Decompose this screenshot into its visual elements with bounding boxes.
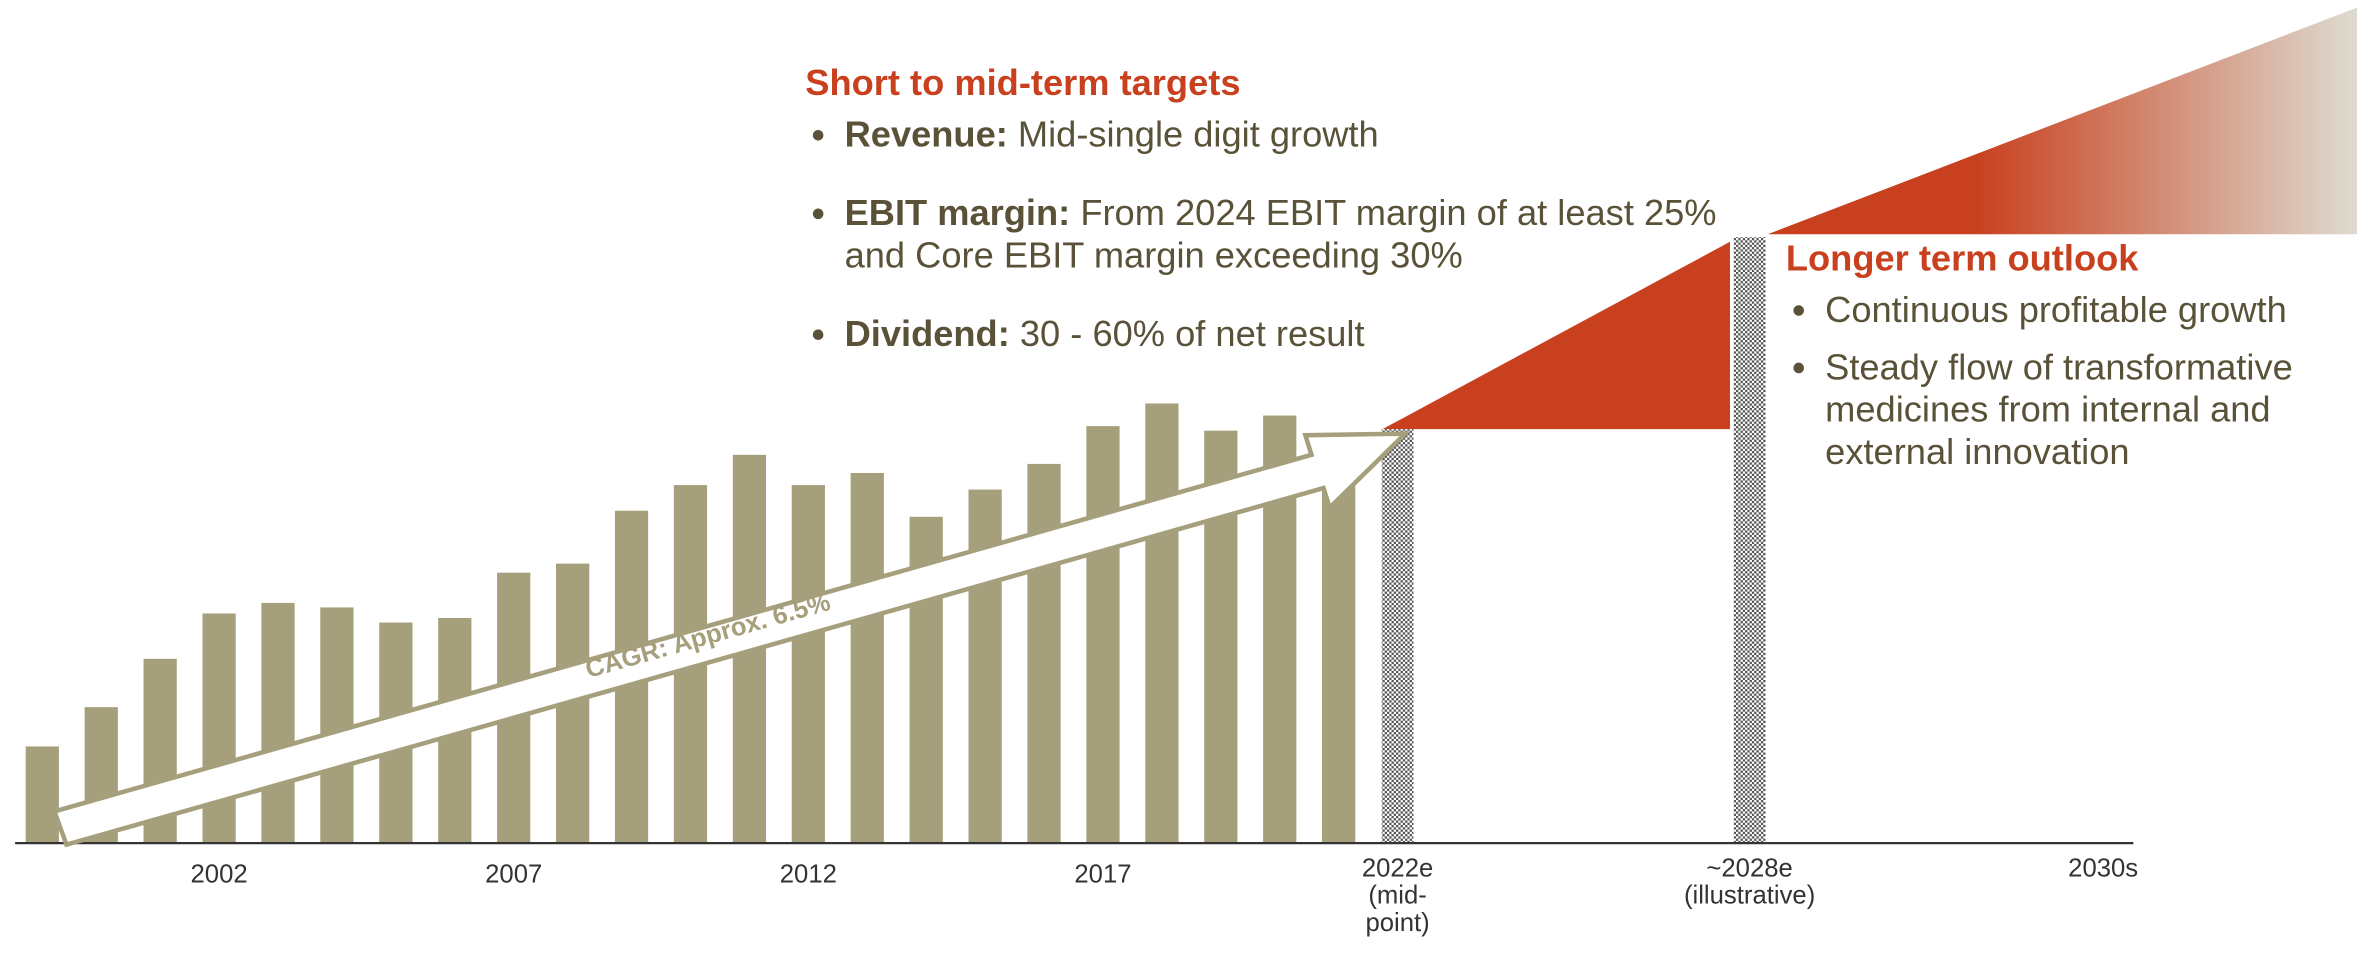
bullet-text: From 2024 EBIT margin of at least 25% an… [844, 193, 1717, 277]
bullet-item: Steady flow of transformative medicines … [1825, 348, 2357, 475]
x-tick-label-box: 2030s [2068, 855, 2139, 883]
x-tick-label: 2017 [1074, 860, 1131, 888]
short-term-panel: Short to mid-term targets Revenue: Mid-si… [805, 64, 1742, 412]
bullet-item: Continuous profitable growth [1825, 290, 2357, 332]
x-tick-label: ~2028e (illustrative) [1683, 855, 1816, 910]
x-tick-label: 2022e (mid-point) [1361, 855, 1434, 937]
bar [320, 607, 354, 844]
x-tick-label: 2030s [2068, 855, 2139, 883]
bar [25, 746, 59, 844]
panel-title: Longer term outlook [1785, 238, 2139, 280]
bullet-list: Revenue: Mid-single digit growth EBIT mar… [805, 115, 1742, 357]
bullet-item: EBIT margin: From 2024 EBIT margin of at… [845, 193, 1742, 278]
bullet-list: Continuous profitable growth Steady flow … [1786, 290, 2357, 474]
hatched-bar [1381, 429, 1414, 844]
bar [1086, 426, 1120, 844]
bar [850, 472, 884, 844]
hatched-bar [1733, 237, 1766, 844]
x-tick-label: 2012 [780, 860, 837, 888]
bar [1027, 463, 1061, 844]
bullet-text: 30 - 60% of net result [1019, 314, 1365, 356]
bullet-item: Revenue: Mid-single digit growth [845, 115, 1742, 157]
long-term-panel: Longer term outlook Continuous profitable… [1786, 239, 2357, 541]
x-tick-label-box: 2022e (mid-point) [1361, 855, 1434, 937]
bullet-label: EBIT margin: [844, 193, 1071, 235]
cagr-arrow [51, 431, 1411, 848]
panel-title: Short to mid-term targets [805, 63, 1241, 105]
bullet-text: Mid-single digit growth [1017, 114, 1379, 156]
bullet-label: Dividend: [844, 314, 1010, 356]
x-tick-label: 2002 [191, 860, 248, 888]
outlook-wedge [1767, 7, 2357, 235]
bar [1322, 450, 1356, 844]
bar [261, 602, 295, 844]
bar [791, 485, 825, 844]
bar [202, 613, 236, 844]
x-tick-label-box: ~2028e (illustrative) [1683, 855, 1816, 910]
bar [1145, 403, 1179, 844]
bullet-label: Revenue: [844, 114, 1008, 156]
bullet-item: Dividend: 30 - 60% of net result [845, 314, 1742, 356]
x-tick-label: 2007 [485, 860, 542, 888]
